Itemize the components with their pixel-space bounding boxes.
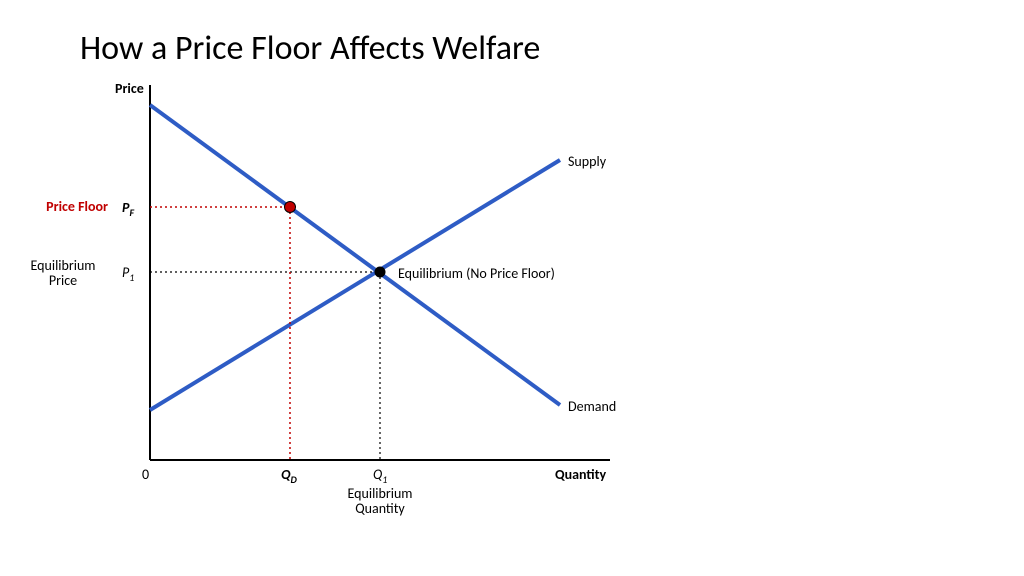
chart-svg bbox=[0, 0, 1024, 576]
demand-line bbox=[150, 105, 560, 405]
equilibrium-dot bbox=[375, 267, 386, 278]
q1-tick-label: Q1 bbox=[373, 466, 387, 486]
y-axis-label: Price bbox=[115, 80, 144, 97]
x-axis-label: Quantity bbox=[555, 466, 606, 483]
origin-label: 0 bbox=[142, 466, 149, 483]
supply-line bbox=[150, 160, 560, 410]
p1-tick-label: P1 bbox=[122, 264, 134, 284]
equilibrium-label: Equilibrium (No Price Floor) bbox=[398, 265, 555, 282]
equilibrium-quantity-label: Equilibrium Quantity bbox=[335, 486, 425, 517]
pricefloor-dot bbox=[285, 202, 296, 213]
qd-tick-label: QD bbox=[281, 466, 297, 486]
equilibrium-price-side-label: Equilibrium Price bbox=[18, 258, 108, 289]
demand-label: Demand bbox=[568, 398, 616, 415]
price-floor-side-label: Price Floor bbox=[18, 199, 108, 214]
supply-label: Supply bbox=[568, 153, 606, 170]
pf-tick-label: PF bbox=[122, 199, 134, 219]
